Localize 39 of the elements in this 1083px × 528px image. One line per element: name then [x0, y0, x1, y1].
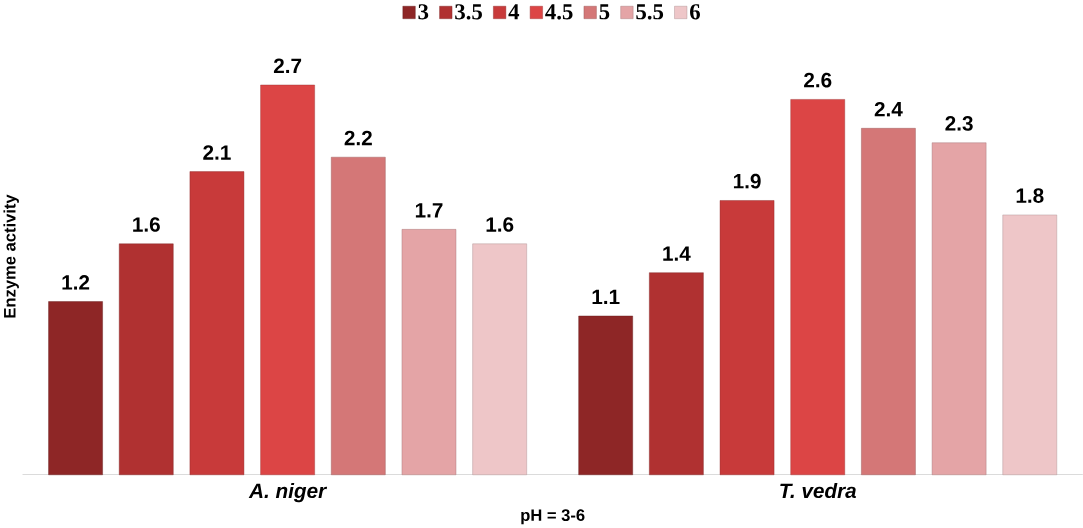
- data-label: 1.2: [62, 275, 90, 290]
- legend-label: 4.5: [545, 4, 573, 20]
- bar: [472, 243, 527, 476]
- x-axis-title: pH = 3-6: [521, 509, 585, 525]
- bar: [649, 272, 704, 476]
- bar: [719, 200, 775, 476]
- data-label: 1.7: [415, 203, 443, 218]
- legend-label: 5: [599, 4, 610, 20]
- bar: [1002, 214, 1058, 476]
- bar: [260, 84, 315, 476]
- data-label: 1.9: [733, 173, 761, 189]
- data-label: 2.7: [273, 58, 302, 74]
- data-label: 1.1: [592, 289, 620, 305]
- x-tick-label: A. niger: [248, 483, 328, 503]
- data-label: 1.8: [1016, 188, 1044, 204]
- bar: [119, 243, 174, 476]
- legend-label: 6: [690, 4, 700, 20]
- bar: [790, 99, 845, 476]
- bar: [189, 171, 245, 476]
- data-label: 1.4: [663, 246, 691, 261]
- data-label: 2.3: [945, 116, 973, 131]
- data-label: 2.4: [874, 102, 903, 117]
- legend-label: 3: [418, 4, 429, 20]
- data-label: 1.6: [486, 217, 514, 232]
- data-label: 1.6: [133, 217, 160, 232]
- bar: [48, 301, 103, 476]
- bar: [931, 142, 987, 476]
- data-label: 2.2: [344, 130, 372, 146]
- x-tick-label: T. vedra: [780, 483, 857, 499]
- bar: [331, 157, 386, 476]
- data-label: 2.6: [804, 72, 832, 88]
- bar: [578, 315, 633, 476]
- y-axis-title: Enzyme activity: [3, 194, 19, 318]
- legend-label: 5.5: [636, 4, 664, 20]
- data-label: 2.1: [203, 145, 231, 160]
- legend-label: 4: [508, 4, 520, 20]
- bar: [401, 229, 457, 476]
- legend-label: 3.5: [455, 4, 482, 20]
- bar: [861, 128, 916, 476]
